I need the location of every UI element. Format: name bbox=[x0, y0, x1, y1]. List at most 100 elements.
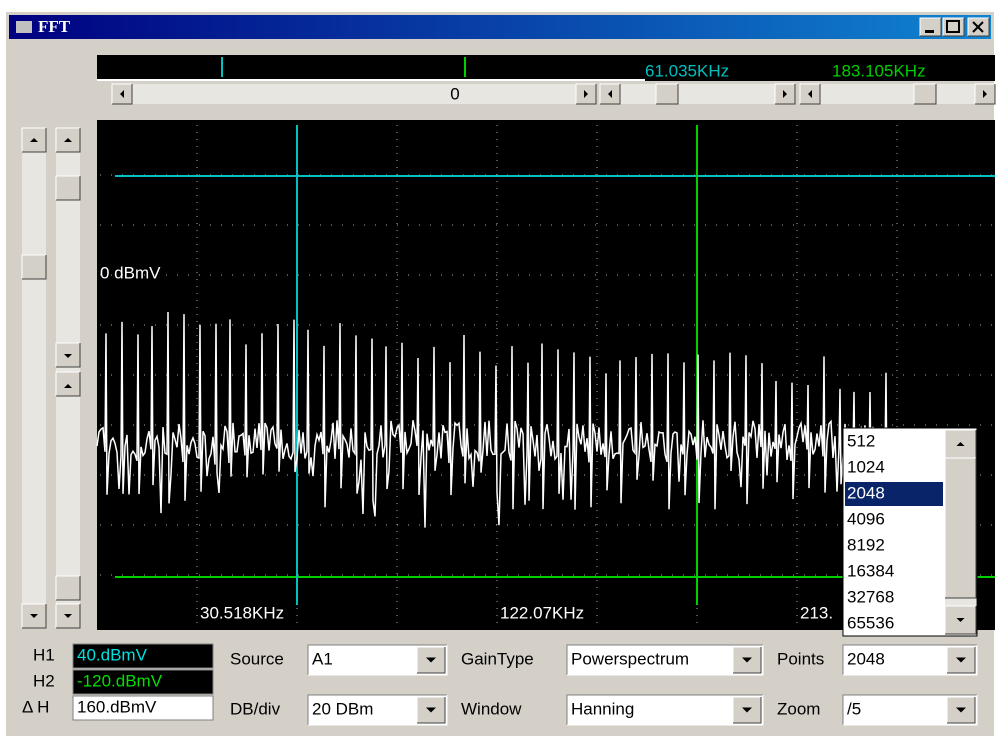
combo-button-edge bbox=[947, 697, 976, 724]
arrow-glyph bbox=[956, 657, 966, 663]
scroll-thumb-edge bbox=[656, 84, 679, 105]
caption-button-edge bbox=[942, 17, 964, 36]
combo-button-edge bbox=[416, 646, 445, 673]
readout-value: -120.dBmV bbox=[77, 671, 163, 690]
scroll-button-edge bbox=[576, 84, 597, 105]
x-axis-label: 30.518KHz bbox=[200, 603, 284, 622]
list-item[interactable]: 65536 bbox=[847, 613, 894, 632]
control-label: Points bbox=[777, 649, 824, 668]
scroll-button-edge bbox=[575, 83, 596, 104]
arrow-glyph bbox=[426, 707, 436, 713]
combo-box-edge bbox=[843, 695, 978, 726]
combo-value[interactable]: 2048 bbox=[847, 649, 885, 668]
scroll-thumb-edge bbox=[22, 255, 47, 280]
list-item[interactable]: 512 bbox=[847, 431, 875, 450]
control-label: Source bbox=[230, 649, 284, 668]
window-title: FFT bbox=[38, 17, 71, 36]
scroll-button-edge bbox=[945, 606, 977, 635]
scroll-thumb-edge bbox=[56, 176, 81, 201]
list-item[interactable]: 1024 bbox=[847, 457, 885, 476]
arrow-glyph bbox=[742, 657, 752, 663]
combo-box-edge bbox=[567, 645, 764, 676]
scroll-thumb-edge bbox=[55, 342, 80, 367]
scroll-button-edge bbox=[56, 128, 81, 153]
scroll-button-edge bbox=[21, 127, 46, 152]
combo-box-edge bbox=[307, 694, 447, 725]
combo-box[interactable] bbox=[567, 645, 763, 675]
caption-button[interactable] bbox=[920, 18, 941, 36]
title-bar bbox=[9, 15, 991, 39]
combo-value[interactable]: A1 bbox=[312, 649, 333, 668]
scroll-thumb-edge bbox=[56, 372, 81, 397]
list-item[interactable]: 8192 bbox=[847, 535, 885, 554]
scroll-thumb-edge bbox=[655, 83, 678, 104]
combo-box-edge bbox=[842, 644, 977, 675]
caption-button-edge bbox=[943, 18, 965, 37]
readout-value: 160.dBmV bbox=[77, 697, 157, 716]
scroll-value: 0 bbox=[450, 84, 459, 103]
list-item[interactable]: 2048 bbox=[847, 483, 885, 502]
combo-value[interactable]: /5 bbox=[847, 699, 861, 718]
combo-value[interactable]: Powerspectrum bbox=[571, 649, 689, 668]
combo-button-edge bbox=[733, 647, 762, 674]
combo-value[interactable]: Hanning bbox=[571, 699, 634, 718]
combo-box-edge bbox=[842, 694, 977, 725]
scroll-track bbox=[22, 128, 46, 628]
combo-box[interactable] bbox=[567, 695, 763, 725]
cursor-strip bbox=[97, 55, 995, 81]
cursor2-label: 183.105KHz bbox=[832, 61, 926, 80]
combo-button-edge bbox=[947, 647, 976, 674]
scroll-button-edge bbox=[800, 84, 821, 105]
combo-button-edge bbox=[732, 646, 761, 673]
scroll-track bbox=[800, 84, 995, 104]
arrow-glyph bbox=[120, 90, 124, 98]
scroll-button-edge bbox=[22, 604, 47, 629]
list-item[interactable]: 4096 bbox=[847, 509, 885, 528]
list-item[interactable]: 32768 bbox=[847, 587, 894, 606]
scroll-thumb[interactable] bbox=[56, 176, 80, 200]
combo-box-edge bbox=[567, 695, 764, 726]
arrow-glyph bbox=[426, 657, 436, 663]
combo-value[interactable]: 20 DBm bbox=[312, 699, 373, 718]
scroll-thumb[interactable] bbox=[656, 84, 678, 104]
scroll-button-edge bbox=[22, 128, 47, 153]
arrow-glyph bbox=[584, 90, 588, 98]
scroll-button-edge bbox=[600, 84, 621, 105]
arrow-glyph bbox=[64, 354, 72, 358]
list-item[interactable]: 16384 bbox=[847, 561, 894, 580]
scroll-thumb-edge bbox=[56, 576, 81, 601]
scroll-thumb-edge bbox=[55, 575, 80, 600]
readout-box bbox=[72, 695, 214, 721]
combo-box-edge bbox=[307, 644, 447, 675]
arrow-glyph bbox=[783, 90, 787, 98]
scroll-button-edge bbox=[56, 604, 81, 629]
scroll-button-edge bbox=[974, 83, 995, 104]
arrow-glyph bbox=[30, 138, 38, 142]
control-label: Zoom bbox=[777, 699, 820, 718]
readout-label: H1 bbox=[33, 645, 55, 664]
scroll-thumb-edge bbox=[56, 343, 81, 368]
combo-button-edge bbox=[946, 696, 975, 723]
scroll-button-edge bbox=[111, 83, 132, 104]
scroll-thumb[interactable] bbox=[56, 576, 80, 600]
scroll-thumb[interactable] bbox=[22, 255, 46, 279]
scroll-button-edge bbox=[55, 127, 80, 152]
list-scroll-thumb-edge bbox=[944, 457, 976, 598]
arrow-glyph bbox=[808, 90, 812, 98]
scroll-thumb-edge bbox=[55, 371, 80, 396]
min-glyph bbox=[925, 30, 934, 33]
control-label: Window bbox=[461, 699, 522, 718]
spectrum-trace bbox=[96, 311, 894, 528]
list-scroll-thumb[interactable] bbox=[945, 458, 976, 598]
combo-box-edge bbox=[566, 644, 763, 675]
scroll-thumb[interactable] bbox=[914, 84, 936, 104]
scroll-button-edge bbox=[975, 84, 996, 105]
caption-button-edge bbox=[920, 18, 942, 37]
scroll-thumb-edge bbox=[21, 254, 46, 279]
level-label: 0 dBmV bbox=[100, 263, 161, 282]
close-glyph bbox=[972, 21, 984, 33]
arrow-glyph bbox=[608, 90, 612, 98]
readout-label: H2 bbox=[33, 671, 55, 690]
scroll-button-edge bbox=[21, 603, 46, 628]
